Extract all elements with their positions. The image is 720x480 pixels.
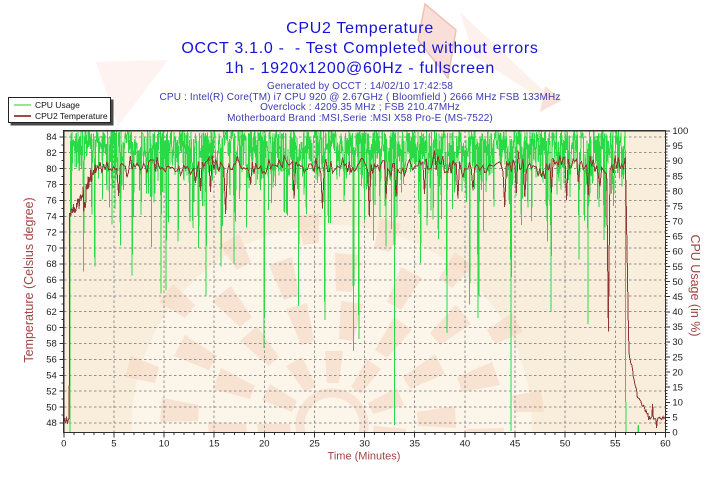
svg-text:70: 70 bbox=[672, 217, 683, 228]
svg-text:55: 55 bbox=[672, 262, 683, 273]
svg-text:40: 40 bbox=[672, 307, 683, 318]
svg-text:45: 45 bbox=[510, 439, 521, 450]
svg-text:48: 48 bbox=[46, 418, 57, 429]
svg-text:66: 66 bbox=[46, 275, 57, 286]
svg-text:35: 35 bbox=[409, 439, 420, 450]
svg-text:35: 35 bbox=[672, 322, 683, 333]
svg-text:60: 60 bbox=[660, 439, 671, 450]
svg-text:76: 76 bbox=[46, 196, 57, 207]
svg-text:84: 84 bbox=[46, 132, 57, 143]
svg-text:0: 0 bbox=[61, 439, 66, 450]
svg-text:40: 40 bbox=[460, 439, 471, 450]
svg-text:65: 65 bbox=[672, 232, 683, 243]
svg-text:70: 70 bbox=[46, 243, 57, 254]
svg-text:100: 100 bbox=[672, 126, 688, 137]
svg-text:72: 72 bbox=[46, 227, 57, 238]
svg-text:54: 54 bbox=[46, 371, 57, 382]
svg-text:60: 60 bbox=[672, 247, 683, 258]
svg-text:Time (Minutes): Time (Minutes) bbox=[328, 451, 401, 463]
svg-text:90: 90 bbox=[672, 156, 683, 167]
svg-text:CPU Usage (in %): CPU Usage (in %) bbox=[688, 234, 702, 336]
svg-text:60: 60 bbox=[46, 323, 57, 334]
svg-text:10: 10 bbox=[159, 439, 170, 450]
svg-text:68: 68 bbox=[46, 259, 57, 270]
svg-text:82: 82 bbox=[46, 148, 57, 159]
svg-text:50: 50 bbox=[46, 402, 57, 413]
svg-text:30: 30 bbox=[359, 439, 370, 450]
svg-text:55: 55 bbox=[610, 439, 621, 450]
svg-text:64: 64 bbox=[46, 291, 57, 302]
svg-text:25: 25 bbox=[672, 352, 683, 363]
svg-text:95: 95 bbox=[672, 141, 683, 152]
svg-text:58: 58 bbox=[46, 339, 57, 350]
svg-text:25: 25 bbox=[309, 439, 320, 450]
svg-text:80: 80 bbox=[672, 186, 683, 197]
svg-text:85: 85 bbox=[672, 171, 683, 182]
svg-text:10: 10 bbox=[672, 398, 683, 409]
svg-text:52: 52 bbox=[46, 386, 57, 397]
svg-text:20: 20 bbox=[672, 367, 683, 378]
svg-text:50: 50 bbox=[560, 439, 571, 450]
svg-text:5: 5 bbox=[111, 439, 116, 450]
svg-text:56: 56 bbox=[46, 355, 57, 366]
svg-text:Temperature (Celsius degree): Temperature (Celsius degree) bbox=[22, 197, 36, 362]
svg-text:30: 30 bbox=[672, 337, 683, 348]
svg-text:5: 5 bbox=[672, 413, 677, 424]
svg-text:75: 75 bbox=[672, 201, 683, 212]
svg-text:78: 78 bbox=[46, 180, 57, 191]
svg-text:74: 74 bbox=[46, 212, 57, 223]
svg-text:20: 20 bbox=[259, 439, 270, 450]
svg-text:50: 50 bbox=[672, 277, 683, 288]
svg-text:62: 62 bbox=[46, 307, 57, 318]
svg-text:0: 0 bbox=[672, 428, 677, 439]
svg-text:45: 45 bbox=[672, 292, 683, 303]
svg-text:15: 15 bbox=[209, 439, 220, 450]
svg-text:15: 15 bbox=[672, 382, 683, 393]
svg-text:80: 80 bbox=[46, 164, 57, 175]
